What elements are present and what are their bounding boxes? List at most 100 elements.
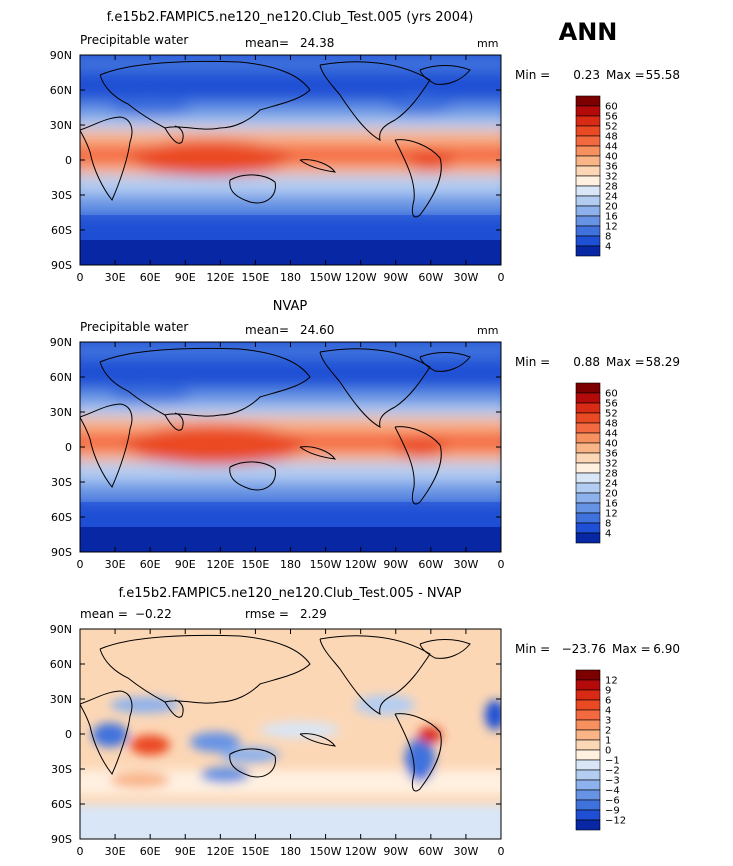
- x-tick-label: 120W: [345, 271, 377, 284]
- colorbar-swatch: [575, 689, 601, 701]
- colorbar-level-label: 44: [605, 142, 618, 153]
- colorbar-swatch: [575, 739, 601, 751]
- colorbar-level-label: 32: [605, 459, 618, 470]
- colorbar-swatch: [575, 532, 601, 544]
- x-tick-label: 60E: [140, 845, 161, 858]
- colorbar-swatch: [575, 482, 601, 494]
- colorbar-swatch: [575, 95, 601, 107]
- colorbar-level-label: 40: [605, 152, 618, 163]
- x-tick-label: 150E: [241, 845, 269, 858]
- colorbar-level-label: 56: [605, 112, 618, 123]
- colorbar-level-label: 52: [605, 409, 618, 420]
- mean-label: mean =: [80, 607, 128, 621]
- colorbar-swatch: [575, 769, 601, 781]
- y-tick-label: 60N: [50, 371, 72, 384]
- min-value: −23.76: [562, 642, 606, 656]
- colorbar-swatch: [575, 799, 601, 811]
- x-tick-label: 60E: [140, 558, 161, 571]
- colorbar-swatch: [575, 502, 601, 514]
- axis-ticks: 0 30E 60E 90E 120E 150E 180 150W 120W 90W 60W 30W 09…: [50, 623, 505, 858]
- colorbar-level-label: 40: [605, 439, 618, 450]
- colorbar-level-label: 2: [605, 726, 611, 737]
- colorbar-level-label: 36: [605, 449, 618, 460]
- y-tick-label: 30N: [50, 693, 72, 706]
- colorbar-swatch: [575, 442, 601, 454]
- colorbar-swatch: [575, 225, 601, 237]
- colorbar-swatch: [575, 452, 601, 464]
- x-tick-label: 150E: [241, 271, 269, 284]
- axis-ticks: 0 30E 60E 90E 120E 150E 180 150W 120W 90W 60W 30W 09…: [50, 49, 505, 284]
- y-tick-label: 30N: [50, 119, 72, 132]
- max-value: 58.29: [646, 355, 680, 369]
- x-tick-label: 150E: [241, 558, 269, 571]
- map-field: [80, 629, 501, 839]
- y-tick-label: 90N: [50, 623, 72, 636]
- x-tick-label: 30W: [453, 558, 478, 571]
- colorbar-level-label: −1: [605, 756, 620, 767]
- y-tick-label: 30N: [50, 406, 72, 419]
- colorbar-swatch: [575, 402, 601, 414]
- panel-model: f.e15b2.FAMPIC5.ne120_ne120.Club_Test.00…: [50, 10, 680, 284]
- colorbar-swatch: [575, 462, 601, 474]
- y-tick-label: 90S: [51, 546, 72, 559]
- colorbar-level-label: 8: [605, 519, 611, 530]
- x-tick-label: 60W: [418, 558, 443, 571]
- colorbar-level-label: 4: [605, 242, 611, 253]
- colorbar-level-label: −3: [605, 776, 620, 787]
- x-tick-label: 90E: [175, 845, 196, 858]
- units-label: mm: [477, 37, 498, 50]
- colorbar-swatch: [575, 472, 601, 484]
- mean-label: mean=: [245, 36, 289, 50]
- colorbar-swatch: [575, 522, 601, 534]
- x-tick-label: 90E: [175, 271, 196, 284]
- colorbar-swatch: [575, 382, 601, 394]
- y-tick-label: 60N: [50, 658, 72, 671]
- rmse-label: rmse =: [245, 607, 289, 621]
- colorbar-swatch: [575, 412, 601, 424]
- y-tick-label: 60S: [51, 224, 72, 237]
- colorbar-level-label: 60: [605, 102, 618, 113]
- y-tick-label: 90N: [50, 49, 72, 62]
- x-tick-label: 120W: [345, 558, 377, 571]
- colorbar-level-label: 4: [605, 706, 611, 717]
- rmse-value: 2.29: [300, 607, 327, 621]
- min-value: 0.88: [573, 355, 600, 369]
- y-tick-label: 90S: [51, 259, 72, 272]
- colorbar-swatch: [575, 819, 601, 831]
- colorbar-swatch: [575, 185, 601, 197]
- season-label: ANN: [559, 18, 618, 46]
- colorbar-swatch: [575, 749, 601, 761]
- colorbar-swatch: [575, 105, 601, 117]
- colorbar-level-label: 56: [605, 399, 618, 410]
- y-tick-label: 0: [65, 154, 72, 167]
- map-field: [80, 342, 501, 552]
- colorbar-level-label: 20: [605, 202, 618, 213]
- map-field: [80, 55, 501, 265]
- x-tick-label: 30E: [105, 271, 126, 284]
- colorbar-level-label: 16: [605, 499, 618, 510]
- colorbar-swatch: [575, 779, 601, 791]
- colorbar-swatch: [575, 512, 601, 524]
- colorbar-swatch: [575, 492, 601, 504]
- x-tick-label: 30E: [105, 558, 126, 571]
- colorbar-level-label: 60: [605, 389, 618, 400]
- x-tick-label: 150W: [310, 558, 342, 571]
- min-label: Min =: [515, 68, 550, 82]
- x-tick-label: 120E: [206, 271, 234, 284]
- colorbar-swatch: [575, 809, 601, 821]
- panel-title: f.e15b2.FAMPIC5.ne120_ne120.Club_Test.00…: [107, 10, 474, 25]
- y-tick-label: 30S: [51, 763, 72, 776]
- coastlines: [80, 634, 471, 792]
- max-label: Max =: [606, 68, 645, 82]
- colorbar-swatch: [575, 165, 601, 177]
- panel-obs: NVAP Precipitable water mean= 24.60 mm M…: [50, 299, 680, 571]
- colorbar-swatch: [575, 245, 601, 257]
- max-value: 6.90: [653, 642, 680, 656]
- x-tick-label: 60W: [418, 271, 443, 284]
- field-label: Precipitable water: [80, 320, 188, 334]
- colorbar-level-label: 48: [605, 132, 618, 143]
- x-tick-label: 0: [498, 271, 505, 284]
- y-tick-label: 30S: [51, 189, 72, 202]
- colorbar-level-label: 3: [605, 716, 611, 727]
